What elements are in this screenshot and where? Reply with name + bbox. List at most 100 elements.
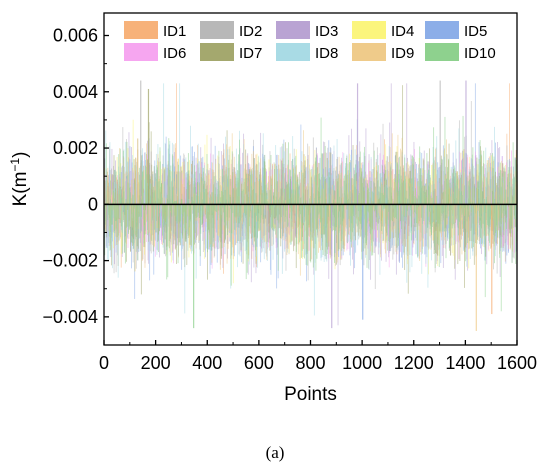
bar: [223, 143, 224, 205]
bar: [422, 204, 424, 226]
bar: [487, 184, 489, 205]
bar: [377, 204, 379, 223]
bar: [443, 150, 445, 205]
bar: [167, 176, 169, 205]
bar: [129, 204, 131, 228]
bar: [216, 196, 218, 205]
bar: [179, 204, 181, 229]
bar: [324, 142, 326, 205]
bar: [122, 204, 124, 212]
bar: [380, 134, 382, 205]
bar: [498, 172, 500, 205]
bar: [145, 204, 147, 207]
bar: [138, 202, 140, 205]
bar: [195, 157, 197, 205]
bar: [424, 170, 426, 205]
bar: [365, 201, 366, 205]
bar: [306, 196, 308, 205]
bar: [170, 204, 172, 263]
bar: [134, 204, 136, 209]
bar: [293, 204, 295, 224]
bar: [154, 204, 156, 216]
bar: [512, 204, 514, 258]
bar: [165, 204, 167, 257]
bar: [483, 204, 485, 234]
bar: [352, 204, 354, 242]
bar: [398, 157, 399, 205]
bar: [162, 173, 163, 205]
bar: [406, 157, 408, 205]
bar: [274, 163, 276, 205]
bar: [491, 140, 493, 205]
bar: [373, 204, 375, 211]
bar: [327, 204, 329, 259]
bar: [438, 181, 440, 205]
bar: [116, 157, 118, 205]
bar: [122, 127, 124, 205]
bar: [357, 204, 359, 223]
bar: [168, 204, 170, 207]
bar: [130, 188, 132, 205]
bar: [463, 157, 464, 205]
bar: [125, 178, 127, 205]
bar: [460, 204, 462, 240]
bar: [300, 124, 302, 205]
bar: [482, 204, 484, 248]
bar: [337, 204, 339, 208]
bar: [245, 204, 247, 240]
bar: [263, 204, 265, 249]
bar: [468, 185, 470, 205]
bar: [428, 204, 430, 223]
bar: [268, 171, 270, 205]
bar: [509, 83, 510, 205]
bar: [470, 169, 472, 205]
bar: [416, 186, 418, 205]
bar: [218, 204, 220, 230]
bar: [288, 204, 290, 254]
bar: [234, 185, 236, 205]
bar: [440, 165, 442, 205]
bar: [496, 204, 498, 274]
bar: [374, 204, 376, 246]
bar: [125, 191, 127, 205]
bar: [131, 162, 133, 205]
bar: [407, 161, 409, 205]
bar: [376, 204, 378, 242]
bar: [210, 153, 212, 205]
bar: [114, 198, 115, 205]
bar: [356, 204, 358, 209]
bar: [372, 168, 374, 205]
bar: [427, 161, 429, 205]
bar: [167, 199, 169, 205]
bar: [264, 204, 266, 236]
bar: [231, 204, 233, 230]
bar: [229, 202, 231, 205]
bar: [203, 204, 205, 259]
bar: [423, 204, 425, 225]
bar: [158, 204, 160, 208]
bar: [363, 204, 365, 266]
bar: [212, 171, 214, 205]
bar: [179, 194, 181, 205]
bar: [110, 170, 112, 205]
bar: [178, 204, 180, 243]
bar: [166, 204, 168, 232]
bar: [352, 185, 354, 205]
bar: [285, 204, 287, 271]
bar: [220, 151, 222, 205]
bar: [134, 165, 136, 205]
bar: [229, 167, 231, 205]
bar: [120, 204, 122, 237]
bar: [248, 163, 250, 205]
bar: [393, 204, 395, 255]
bar: [388, 204, 390, 258]
bar: [442, 204, 444, 268]
bar: [157, 204, 159, 216]
bar: [148, 204, 150, 242]
bar: [346, 204, 348, 251]
bar: [506, 145, 508, 205]
bar: [368, 204, 370, 269]
bar: [256, 204, 257, 261]
bar: [428, 204, 430, 249]
bar: [491, 195, 493, 205]
